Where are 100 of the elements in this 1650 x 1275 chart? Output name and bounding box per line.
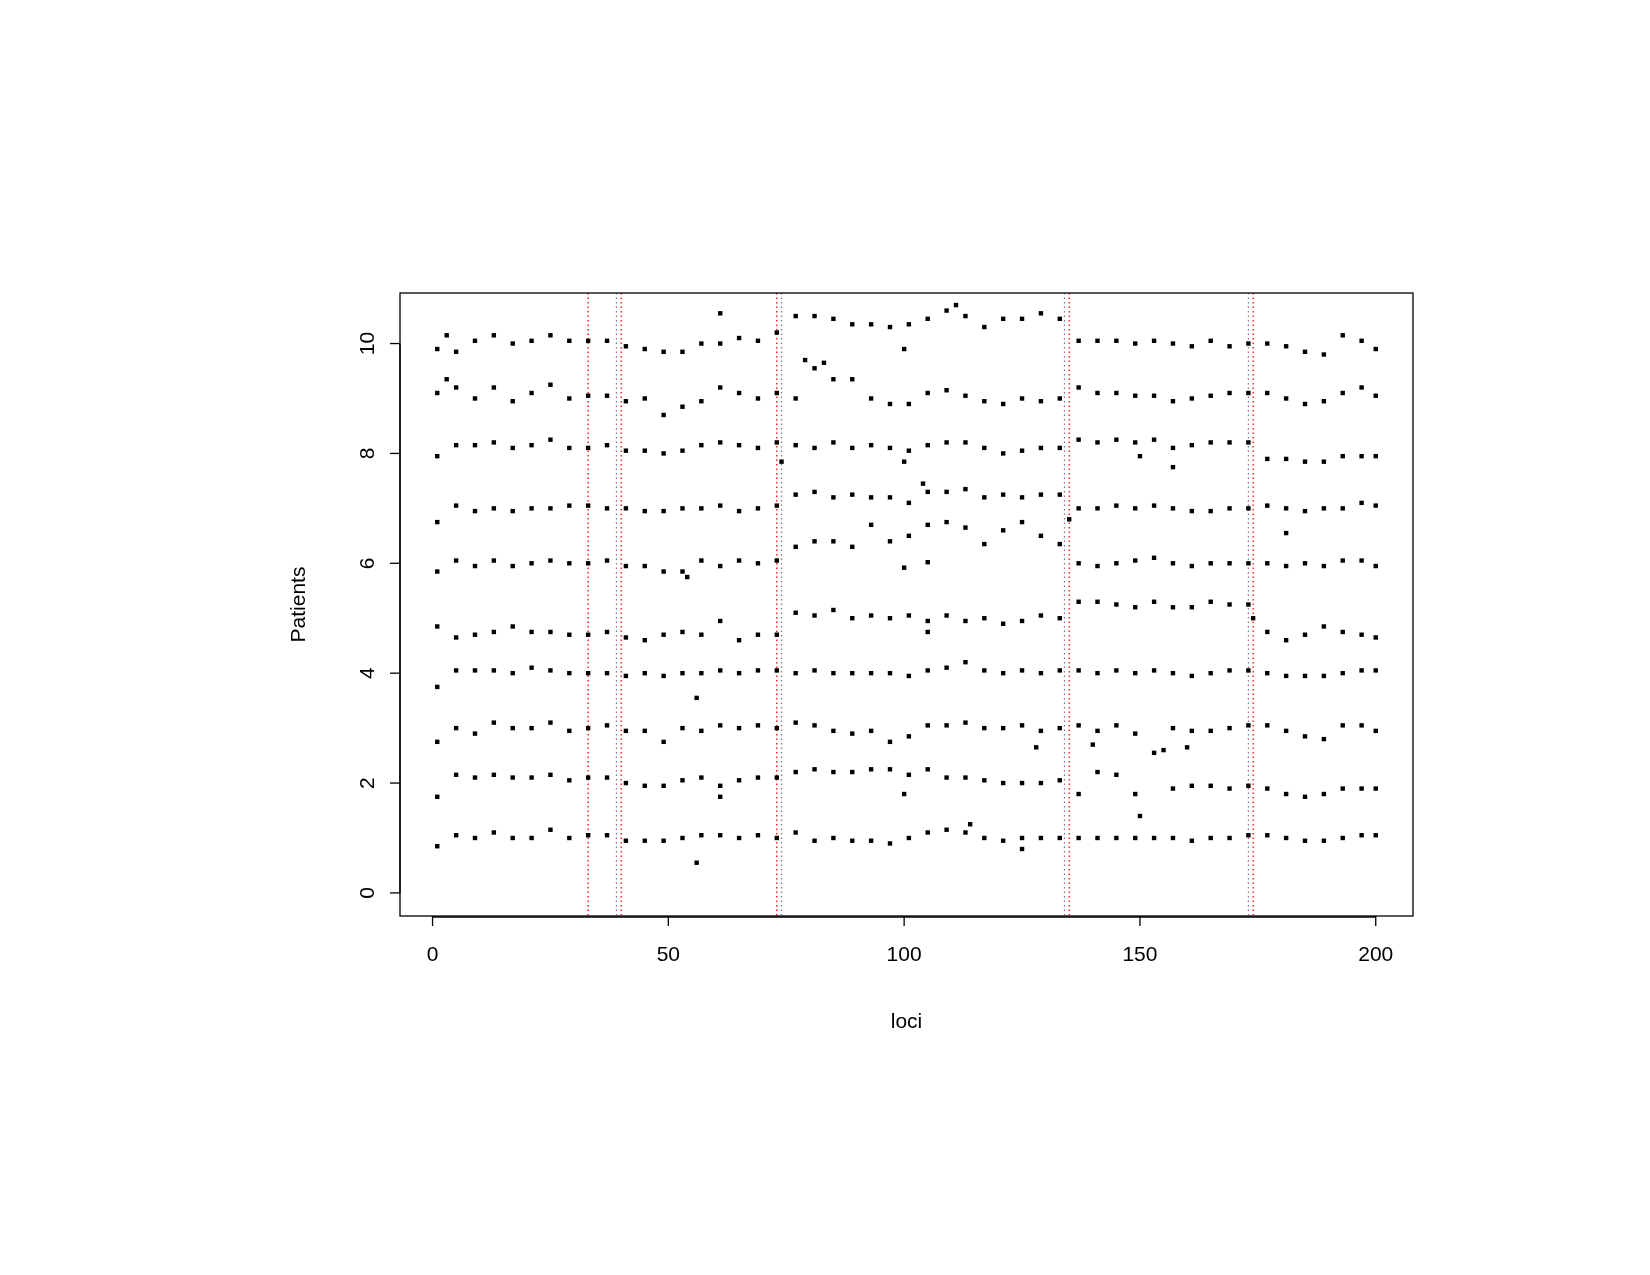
point <box>491 333 497 338</box>
point <box>982 541 987 547</box>
point <box>982 399 987 404</box>
point <box>1189 396 1195 401</box>
point <box>793 769 798 775</box>
point <box>680 629 685 635</box>
point <box>548 437 553 442</box>
point <box>435 624 440 629</box>
point <box>1170 506 1176 511</box>
point <box>793 720 798 725</box>
y-tick-label: 10 <box>355 331 378 356</box>
point <box>1076 506 1081 511</box>
point <box>453 558 459 563</box>
point <box>831 539 836 544</box>
point <box>1359 786 1364 791</box>
point <box>529 442 534 448</box>
point <box>1057 668 1062 673</box>
point <box>1095 728 1100 734</box>
point <box>661 673 666 679</box>
point <box>604 723 610 728</box>
point <box>1151 503 1157 508</box>
point <box>1321 352 1327 357</box>
point <box>944 827 949 832</box>
point <box>510 341 515 346</box>
point <box>1076 835 1081 841</box>
point <box>1359 385 1364 390</box>
point <box>944 775 949 780</box>
point <box>793 442 798 448</box>
y-tick-label: 6 <box>355 557 378 570</box>
point <box>585 503 591 508</box>
point <box>812 767 817 772</box>
point <box>718 503 723 508</box>
point <box>718 668 723 673</box>
point <box>1227 440 1232 445</box>
point <box>1246 783 1251 788</box>
point <box>1000 451 1006 456</box>
point <box>944 613 949 618</box>
point <box>1133 558 1138 563</box>
point <box>1133 506 1138 511</box>
point <box>1227 835 1232 841</box>
point <box>1133 731 1138 736</box>
point <box>1265 341 1270 346</box>
point <box>604 506 610 511</box>
point <box>774 330 780 335</box>
point <box>1208 440 1213 445</box>
point <box>831 495 836 500</box>
point <box>1321 506 1327 511</box>
point <box>472 668 478 673</box>
point <box>982 835 987 841</box>
point <box>699 833 704 838</box>
point <box>1095 563 1100 569</box>
y-tick-label: 2 <box>355 777 378 789</box>
point <box>1076 437 1081 442</box>
point <box>1208 783 1213 788</box>
point <box>901 565 907 570</box>
point <box>1019 396 1025 401</box>
point <box>491 668 497 673</box>
point <box>1019 668 1025 673</box>
point <box>774 440 780 445</box>
point <box>1067 517 1072 522</box>
point <box>920 481 926 486</box>
point <box>850 322 855 327</box>
point <box>925 668 930 673</box>
point <box>812 613 817 618</box>
point <box>1302 734 1308 739</box>
point <box>1208 728 1213 734</box>
point <box>529 775 534 780</box>
point <box>1114 772 1119 778</box>
point <box>491 830 497 835</box>
point <box>1246 723 1251 728</box>
point <box>1340 723 1345 728</box>
point <box>1208 508 1213 514</box>
point <box>963 659 968 665</box>
point <box>831 835 836 841</box>
point <box>453 503 459 508</box>
point <box>642 396 647 401</box>
point <box>491 506 497 511</box>
point <box>491 558 497 563</box>
point <box>680 506 685 511</box>
point <box>1208 561 1213 566</box>
point <box>812 366 817 371</box>
point <box>548 333 553 338</box>
point <box>812 489 817 495</box>
point <box>831 670 836 676</box>
point <box>1227 668 1232 673</box>
point <box>1114 338 1119 343</box>
point <box>963 775 968 780</box>
point <box>491 385 497 390</box>
point <box>831 769 836 775</box>
point <box>774 668 780 673</box>
point <box>774 558 780 563</box>
point <box>793 670 798 676</box>
point <box>982 778 987 783</box>
point <box>755 396 761 401</box>
point <box>868 495 874 500</box>
point <box>567 561 572 566</box>
point <box>1057 778 1062 783</box>
point <box>1076 723 1081 728</box>
point <box>567 396 572 401</box>
point <box>1114 723 1119 728</box>
